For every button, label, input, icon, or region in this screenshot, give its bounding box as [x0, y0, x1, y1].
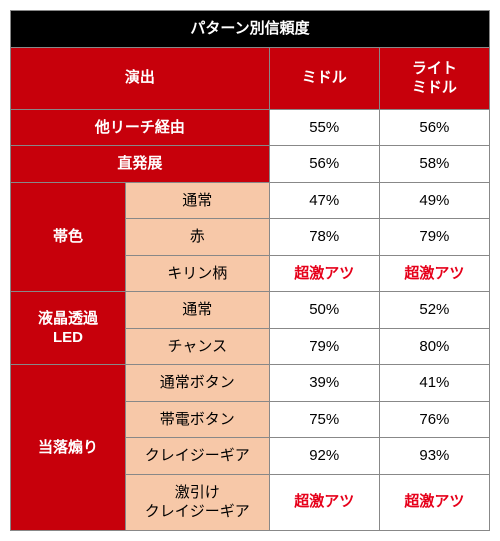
group-row: 液晶透過LED通常50%52% [11, 292, 490, 329]
group-row: 帯色通常47%49% [11, 182, 490, 219]
table-title: パターン別信頼度 [11, 11, 490, 48]
col-header-light-middle: ライトミドル [379, 47, 489, 109]
col-header-middle: ミドル [269, 47, 379, 109]
value-light: 52% [379, 292, 489, 329]
value-middle: 92% [269, 438, 379, 475]
value-middle: 55% [269, 109, 379, 146]
value-light: 超激アツ [379, 255, 489, 292]
value-light: 56% [379, 109, 489, 146]
value-light: 58% [379, 146, 489, 183]
col-header-enshutsu: 演出 [11, 47, 270, 109]
sub-label: キリン柄 [125, 255, 269, 292]
value-middle: 39% [269, 365, 379, 402]
sub-label: 通常 [125, 182, 269, 219]
sub-label: 帯電ボタン [125, 401, 269, 438]
reliability-table: パターン別信頼度演出ミドルライトミドル他リーチ経由55%56%直発展56%58%… [10, 10, 490, 531]
sub-label: クレイジーギア [125, 438, 269, 475]
value-middle: 56% [269, 146, 379, 183]
value-light: 79% [379, 219, 489, 256]
value-middle: 超激アツ [269, 255, 379, 292]
value-light: 80% [379, 328, 489, 365]
value-light: 76% [379, 401, 489, 438]
group-name: 当落煽り [11, 365, 126, 531]
sub-label: 通常ボタン [125, 365, 269, 402]
sub-label: 通常 [125, 292, 269, 329]
group-name: 帯色 [11, 182, 126, 292]
value-light: 49% [379, 182, 489, 219]
value-middle: 78% [269, 219, 379, 256]
full-row-label: 直発展 [11, 146, 270, 183]
value-light: 93% [379, 438, 489, 475]
value-middle: 79% [269, 328, 379, 365]
value-light: 41% [379, 365, 489, 402]
group-row: 当落煽り通常ボタン39%41% [11, 365, 490, 402]
table-body: パターン別信頼度演出ミドルライトミドル他リーチ経由55%56%直発展56%58%… [11, 11, 490, 531]
sub-label: 赤 [125, 219, 269, 256]
value-middle: 47% [269, 182, 379, 219]
value-light: 超激アツ [379, 474, 489, 530]
sub-label: チャンス [125, 328, 269, 365]
full-row-label: 他リーチ経由 [11, 109, 270, 146]
value-middle: 75% [269, 401, 379, 438]
group-name: 液晶透過LED [11, 292, 126, 365]
value-middle: 超激アツ [269, 474, 379, 530]
full-row: 直発展56%58% [11, 146, 490, 183]
full-row: 他リーチ経由55%56% [11, 109, 490, 146]
sub-label: 激引けクレイジーギア [125, 474, 269, 530]
value-middle: 50% [269, 292, 379, 329]
